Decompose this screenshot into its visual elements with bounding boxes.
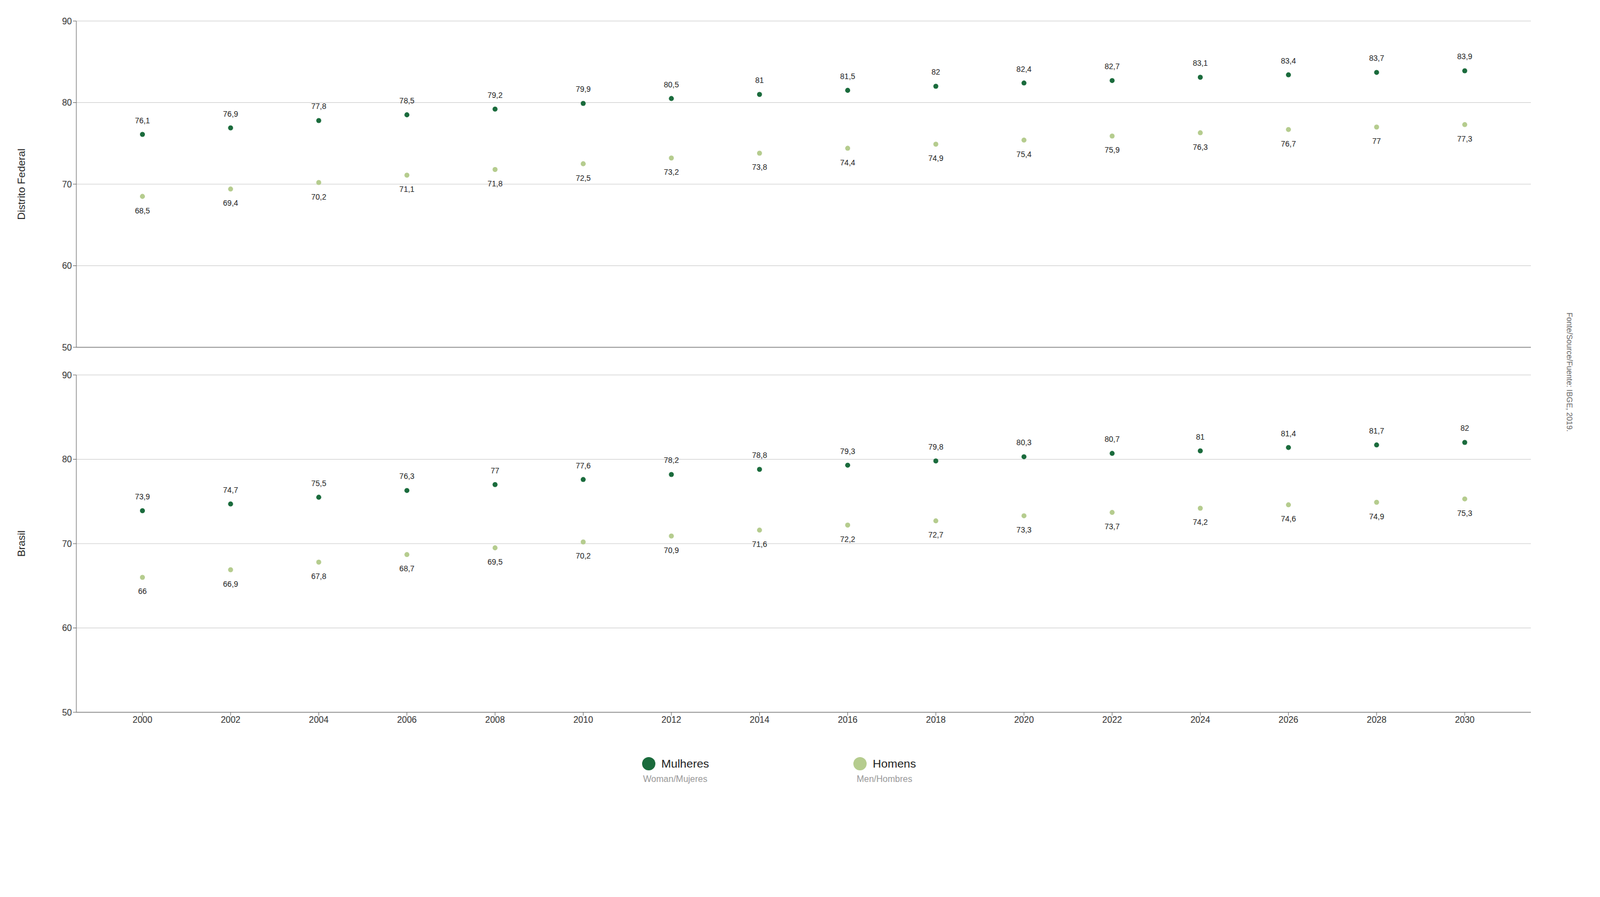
html-text:Men/Hombres: Men/Hombres	[856, 774, 913, 784]
svg-text:77,3: 77,3	[1457, 134, 1473, 144]
svg-text:75,9: 75,9	[1104, 145, 1120, 155]
svg-text:81: 81	[1195, 432, 1205, 442]
svg-text:74,9: 74,9	[928, 153, 943, 163]
svg-text:81,5: 81,5	[840, 71, 856, 81]
svg-text:77,6: 77,6	[575, 461, 591, 471]
svg-text:71,8: 71,8	[487, 179, 503, 189]
svg-text:76,7: 76,7	[1280, 139, 1296, 149]
svg-text:74,4: 74,4	[840, 158, 856, 168]
svg-text:83,1: 83,1	[1192, 58, 1208, 68]
svg-text:76,3: 76,3	[399, 471, 415, 481]
svg-text:Brasil: Brasil	[15, 530, 28, 557]
svg-text:2002: 2002	[220, 715, 241, 725]
svg-text:82: 82	[931, 67, 941, 77]
svg-text:2004: 2004	[309, 715, 330, 725]
svg-text:2014: 2014	[749, 715, 770, 725]
svg-text:74,2: 74,2	[1192, 517, 1208, 527]
svg-text:60: 60	[61, 623, 72, 633]
svg-text:70,2: 70,2	[311, 192, 327, 202]
svg-text:82,7: 82,7	[1104, 61, 1120, 71]
svg-text:77,8: 77,8	[311, 101, 327, 111]
svg-text:66,9: 66,9	[222, 579, 238, 589]
svg-text:67,8: 67,8	[311, 571, 327, 581]
svg-text:83,7: 83,7	[1368, 53, 1384, 63]
svg-text:50: 50	[61, 342, 72, 353]
svg-text:70,2: 70,2	[575, 551, 591, 561]
svg-text:80,5: 80,5	[663, 80, 679, 90]
svg-text:2030: 2030	[1455, 715, 1476, 725]
svg-text:75,5: 75,5	[311, 478, 327, 488]
svg-text:72,5: 72,5	[575, 173, 591, 183]
svg-text:76,9: 76,9	[222, 109, 238, 119]
svg-text:81,4: 81,4	[1280, 429, 1296, 439]
svg-text:68,7: 68,7	[399, 564, 415, 573]
svg-text:72,2: 72,2	[840, 534, 856, 544]
svg-text:78,5: 78,5	[399, 96, 415, 106]
svg-text:2012: 2012	[661, 715, 682, 725]
svg-text:80: 80	[61, 97, 72, 108]
svg-text:60: 60	[61, 261, 72, 271]
svg-text:71,6: 71,6	[752, 539, 768, 549]
svg-text:75,4: 75,4	[1016, 149, 1032, 159]
svg-text:76,3: 76,3	[1192, 142, 1208, 152]
svg-text:2028: 2028	[1366, 715, 1387, 725]
html-text:Homens: Homens	[872, 757, 917, 770]
svg-text:73,3: 73,3	[1016, 525, 1032, 535]
svg-text:2010: 2010	[573, 715, 594, 725]
svg-text:2020: 2020	[1014, 715, 1035, 725]
svg-text:2008: 2008	[485, 715, 505, 725]
svg-text:90: 90	[61, 16, 72, 26]
svg-text:70: 70	[61, 179, 72, 190]
svg-text:2022: 2022	[1102, 715, 1123, 725]
svg-text:74,7: 74,7	[222, 485, 238, 495]
svg-text:73,2: 73,2	[663, 167, 679, 177]
svg-text:81: 81	[755, 75, 765, 85]
svg-text:71,1: 71,1	[399, 184, 415, 194]
svg-text:2024: 2024	[1190, 715, 1211, 725]
svg-text:82: 82	[1460, 423, 1470, 433]
svg-text:81,7: 81,7	[1368, 426, 1384, 436]
svg-text:79,2: 79,2	[487, 90, 503, 100]
svg-text:78,2: 78,2	[663, 455, 679, 465]
svg-text:80: 80	[61, 454, 72, 465]
html-text:Woman/Mujeres: Woman/Mujeres	[643, 774, 708, 784]
svg-text:2000: 2000	[132, 715, 153, 725]
svg-text:50: 50	[61, 707, 72, 718]
svg-text:Distrito Federal: Distrito Federal	[15, 148, 28, 221]
svg-text:69,5: 69,5	[487, 557, 503, 567]
svg-text:73,8: 73,8	[752, 162, 768, 172]
svg-text:83,4: 83,4	[1280, 56, 1296, 66]
svg-text:78,8: 78,8	[752, 450, 768, 460]
svg-text:70,9: 70,9	[663, 545, 679, 555]
svg-text:80,3: 80,3	[1016, 438, 1032, 447]
svg-text:2006: 2006	[397, 715, 418, 725]
svg-text:90: 90	[61, 370, 72, 380]
svg-text:2018: 2018	[925, 715, 946, 725]
svg-text:74,6: 74,6	[1280, 514, 1296, 524]
svg-text:73,9: 73,9	[134, 492, 150, 502]
svg-text:77: 77	[490, 466, 500, 476]
svg-text:79,9: 79,9	[575, 84, 591, 94]
svg-text:73,7: 73,7	[1104, 522, 1120, 531]
svg-text:72,7: 72,7	[928, 530, 943, 540]
svg-text:79,8: 79,8	[928, 442, 943, 452]
html-text:Fonte/Source/Fuente: IBGE, 201: Fonte/Source/Fuente: IBGE, 2019.	[1565, 312, 1575, 432]
svg-text:76,1: 76,1	[134, 116, 150, 125]
svg-text:75,3: 75,3	[1457, 508, 1473, 518]
svg-text:79,3: 79,3	[840, 446, 856, 456]
html-text:Mulheres: Mulheres	[661, 757, 710, 770]
svg-text:2016: 2016	[837, 715, 858, 725]
svg-text:70: 70	[61, 539, 72, 549]
svg-text:2026: 2026	[1278, 715, 1299, 725]
svg-text:74,9: 74,9	[1368, 512, 1384, 521]
svg-text:77: 77	[1372, 136, 1381, 146]
svg-text:82,4: 82,4	[1016, 64, 1032, 74]
svg-text:68,5: 68,5	[134, 206, 150, 216]
svg-text:83,9: 83,9	[1457, 51, 1473, 61]
svg-text:69,4: 69,4	[222, 198, 238, 208]
svg-text:66: 66	[138, 586, 148, 596]
svg-text:80,7: 80,7	[1104, 434, 1120, 444]
